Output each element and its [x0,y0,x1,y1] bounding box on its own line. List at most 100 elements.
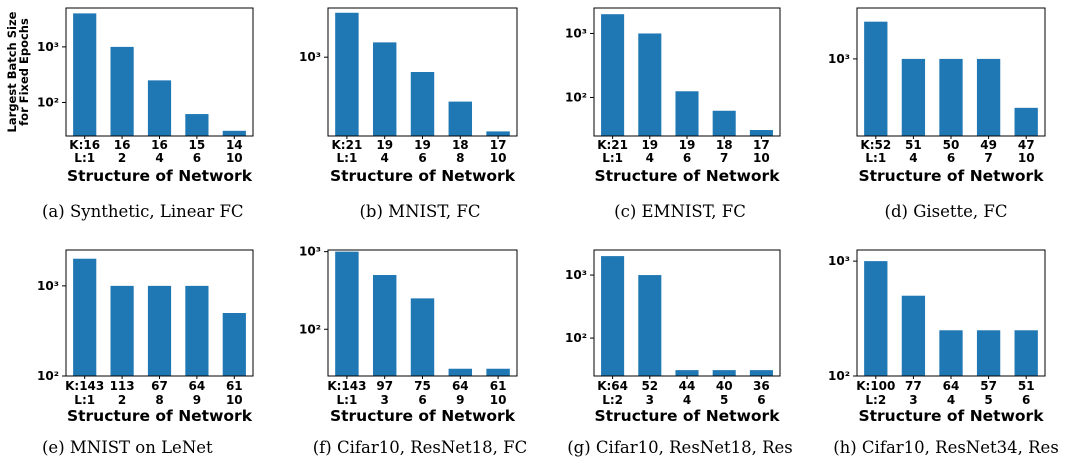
x-tick-label-k: K:52 [860,138,891,152]
x-tick-label-l: 6 [947,151,955,165]
bar-6-5 [486,368,510,376]
x-tick-label-k: K:64 [597,379,628,393]
bar-6-1 [335,251,359,376]
y-tick-label: 10² [828,369,850,383]
bar-1-1 [73,13,97,137]
x-tick-label-k: 67 [151,379,168,393]
x-tick-label-k: 47 [1018,138,1035,152]
bar-4-1 [864,21,888,137]
x-tick-label-k: 44 [679,379,696,393]
bar-3-1 [601,14,625,137]
x-tick-label-l: 2 [118,151,126,165]
x-tick-label-l: 3 [381,393,389,407]
bar-8-4 [976,330,1001,376]
x-tick-label-l: 9 [456,393,464,407]
y-tick-label: 10³ [37,279,59,293]
x-tick-label-l: 7 [720,151,728,165]
x-axis-label: Structure of Network [594,407,780,425]
x-tick-label-k: K:143 [327,379,366,393]
subfigure-caption: (b) MNIST, FC [360,202,481,221]
bar-6-4 [448,368,473,376]
x-tick-label-k: 18 [716,138,733,152]
x-tick-label-l: 10 [753,151,770,165]
x-tick-label-k: 16 [114,138,131,152]
y-tick-label: 10² [37,96,59,110]
x-tick-label-l: L:1 [337,151,358,165]
x-tick-label-k: 97 [376,379,393,393]
x-tick-label-k: 75 [414,379,431,393]
y-axis-label: for Fixed Epochs [17,18,31,126]
bar-2-5 [486,131,510,136]
x-tick-label-l: 5 [720,393,728,407]
x-tick-label-k: 51 [1018,379,1035,393]
x-tick-label-l: 3 [646,393,654,407]
x-tick-label-k: 61 [226,379,243,393]
bar-3-5 [749,130,773,136]
x-tick-label-k: K:21 [332,138,363,152]
bar-8-2 [901,295,926,376]
bar-8-5 [1014,330,1038,376]
bar-2-1 [335,12,359,136]
bar-1-5 [222,130,246,136]
x-tick-label-l: 4 [947,393,955,407]
x-tick-label-k: 40 [716,379,733,393]
x-tick-label-l: 10 [490,151,507,165]
x-tick-label-k: 19 [376,138,393,152]
subfigure-caption: (f) Cifar10, ResNet18, FC [313,438,528,457]
x-tick-label-l: L:1 [865,151,886,165]
x-tick-label-k: K:100 [856,379,895,393]
x-tick-label-l: L:1 [74,151,95,165]
bar-6-3 [410,298,435,376]
x-axis-label: Structure of Network [858,407,1044,425]
x-tick-label-l: 6 [757,393,765,407]
bar-1-3 [147,80,172,136]
x-tick-label-k: 50 [943,138,960,152]
bar-7-4 [712,370,736,376]
x-tick-label-k: 14 [226,138,243,152]
x-tick-label-l: 10 [1018,151,1035,165]
bar-5-2 [110,285,134,376]
x-tick-label-k: 18 [452,138,469,152]
y-tick-label: 10³ [565,268,587,282]
x-tick-label-k: 36 [753,379,770,393]
bar-2-4 [448,101,473,136]
x-tick-label-l: L:2 [865,393,886,407]
x-tick-label-l: 6 [418,393,426,407]
bar-5-4 [185,285,209,376]
x-axis-label: Structure of Network [67,167,253,185]
bar-1-4 [185,114,209,136]
x-tick-label-k: 17 [753,138,770,152]
x-tick-label-l: L:1 [74,393,95,407]
y-axis-label: Largest Batch Size [5,11,19,132]
x-tick-label-l: L:2 [602,393,623,407]
bar-7-3 [675,370,699,376]
bar-3-2 [638,33,662,136]
y-tick-label: 10³ [37,40,59,54]
y-tick-label: 10² [37,369,59,383]
x-tick-label-l: L:1 [337,393,358,407]
bar-4-4 [976,58,1001,136]
x-tick-label-k: 19 [641,138,658,152]
x-tick-label-l: 6 [1022,393,1030,407]
x-tick-label-k: 19 [414,138,431,152]
bar-4-2 [901,58,926,136]
y-tick-label: 10² [299,322,321,336]
subfigure-caption: (a) Synthetic, Linear FC [42,202,244,221]
y-tick-label: 10² [565,331,587,345]
bar-7-5 [749,370,773,376]
bar-3-4 [712,110,736,136]
x-tick-label-k: 51 [905,138,922,152]
x-tick-label-k: 15 [189,138,206,152]
bar-4-5 [1014,107,1038,136]
x-tick-label-k: 49 [980,138,997,152]
x-tick-label-l: 3 [909,393,917,407]
x-tick-label-k: 64 [452,379,469,393]
